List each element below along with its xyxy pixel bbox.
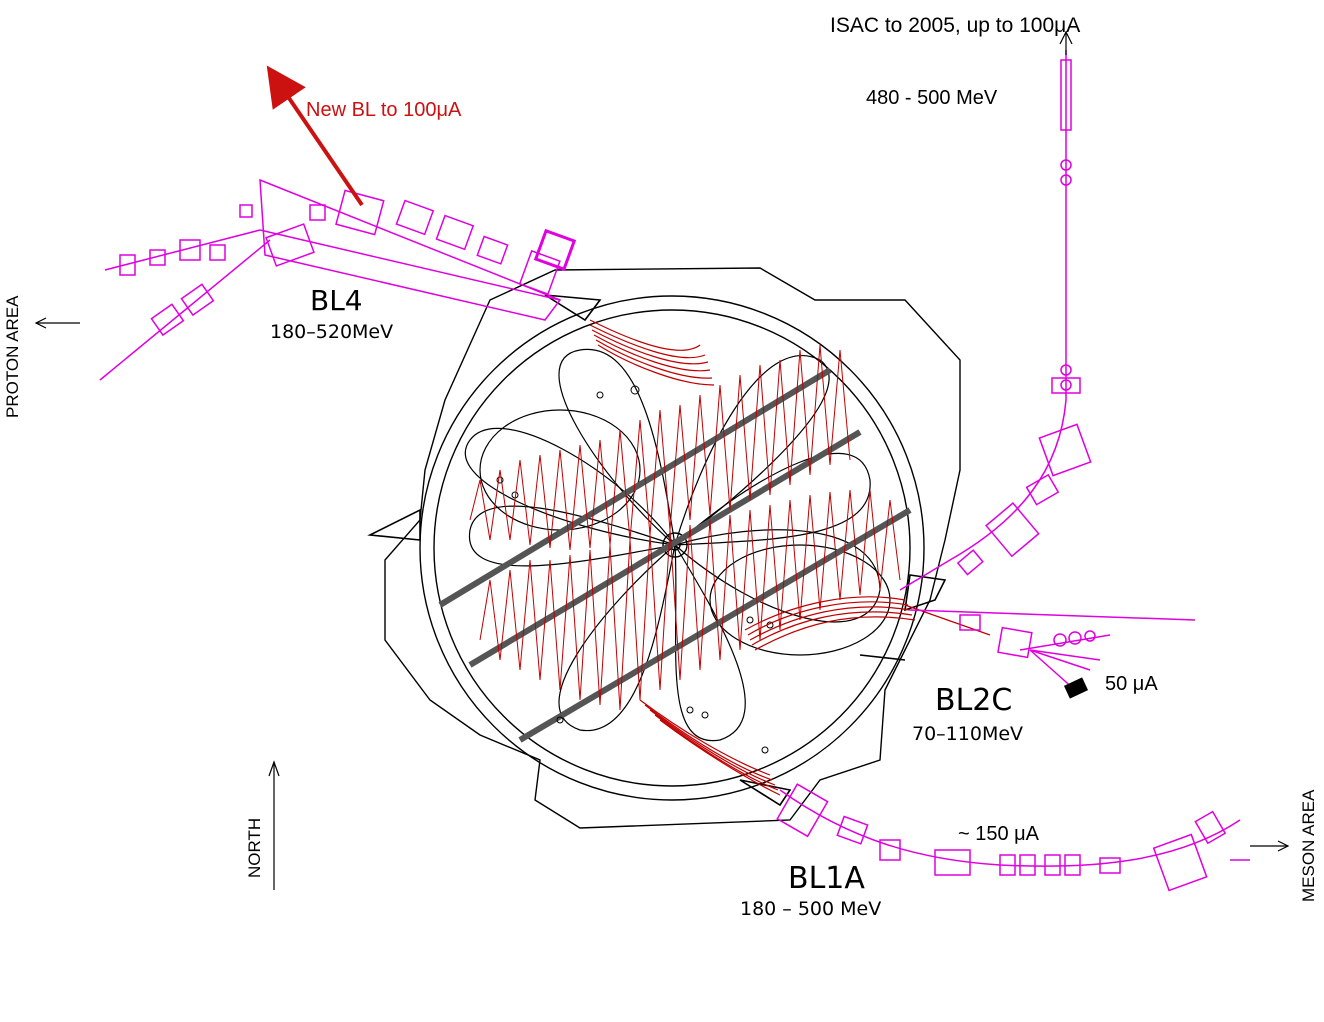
bl4-name-label: BL4 xyxy=(310,284,363,317)
extraction-bundle-bl4 xyxy=(589,319,715,386)
cyclotron-tank-inner xyxy=(433,309,911,787)
new-bl-label: New BL to 100μA xyxy=(306,99,462,121)
cyclotron-outer-yoke xyxy=(384,267,961,829)
beam-orbits xyxy=(469,319,991,796)
bl4-energy-label: 180–520MeV xyxy=(270,321,393,343)
bl2c-target xyxy=(1063,677,1089,699)
cyclotron-tank-outer xyxy=(419,295,925,801)
beamline-bl4 xyxy=(99,178,577,381)
new-bl-arrow xyxy=(266,65,364,207)
beamline-bl1a xyxy=(776,783,1250,892)
proton-area-label: PROTON AREA xyxy=(3,295,22,418)
beamline-isac xyxy=(899,50,1092,591)
sector-lobes xyxy=(464,348,891,742)
orbit-trace-lower xyxy=(479,489,901,711)
bl1a-current-label: ~ 150 μA xyxy=(958,823,1040,845)
meson-area-label: MESON AREA xyxy=(1299,789,1318,902)
isac-energy-label: 480 - 500 MeV xyxy=(866,87,998,109)
beamline-bl2c xyxy=(909,609,1196,691)
isac-label: ISAC to 2005, up to 100μA xyxy=(830,14,1080,37)
north-arrow-icon xyxy=(268,760,280,890)
orbit-trace-upper xyxy=(469,344,851,551)
beamlines xyxy=(99,50,1250,892)
meson-area-arrow-icon xyxy=(1250,840,1290,852)
cyclotron xyxy=(367,267,961,829)
bl2c-name-label: BL2C xyxy=(935,683,1012,718)
tank-holes xyxy=(496,385,774,754)
bl1a-energy-label: 180 – 500 MeV xyxy=(740,898,881,920)
bl2c-energy-label: 70–110MeV xyxy=(912,723,1023,745)
isac-arrow-icon xyxy=(1059,30,1073,55)
bl2c-current-label: 50 μA xyxy=(1105,673,1158,695)
extraction-bundle-bl1a xyxy=(639,699,781,796)
extraction-bundle-bl2c xyxy=(744,596,991,651)
bl1a-name-label: BL1A xyxy=(788,861,865,896)
proton-area-arrow-icon xyxy=(34,317,80,329)
north-label: NORTH xyxy=(245,818,264,878)
